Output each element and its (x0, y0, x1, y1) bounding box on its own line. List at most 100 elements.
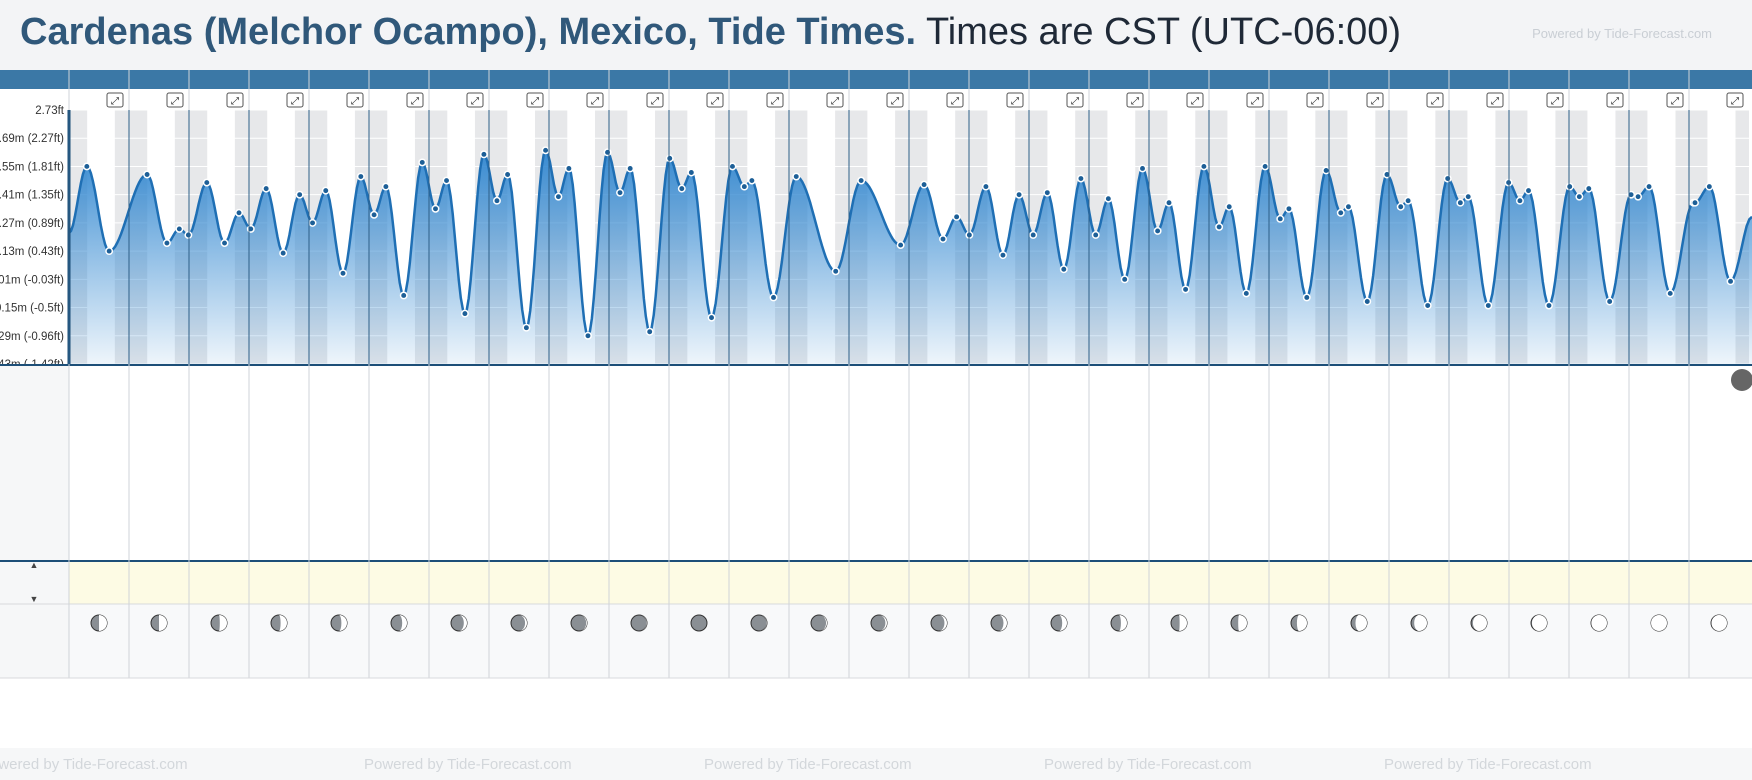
expand-day-button[interactable] (826, 92, 844, 108)
y-tick-label: 0.69m (2.27ft) (0, 133, 64, 145)
row-labels-bg (0, 366, 69, 678)
y-tick-label: 0.41m (1.35ft) (0, 190, 64, 202)
expand-day-button[interactable] (106, 92, 124, 108)
moon-lit-part (99, 615, 107, 631)
moon-lit-part (519, 615, 527, 631)
low-tide-point (896, 241, 905, 250)
low-tide-point (939, 235, 947, 243)
low-tide-point (279, 249, 288, 258)
moon-lit-part (219, 615, 227, 631)
footer-watermark: Powered by Tide-Forecast.com (1384, 756, 1592, 773)
high-tide-point (747, 176, 756, 185)
moon-lit-part (1414, 615, 1427, 631)
expand-day-button[interactable] (406, 92, 424, 108)
low-tide-point (554, 192, 563, 201)
expand-day-button[interactable] (1726, 92, 1744, 108)
expand-day-button[interactable] (1066, 92, 1084, 108)
low-tide-point (1059, 265, 1068, 274)
expand-icon: ⤢ (411, 96, 419, 107)
y-tick-label: -0.15m (-0.5ft) (0, 303, 64, 315)
expand-day-button[interactable] (1306, 92, 1324, 108)
low-tide-point (308, 218, 317, 227)
high-tide-point (1199, 162, 1208, 171)
high-tide-point (479, 150, 488, 159)
low-tide-point (1605, 297, 1614, 306)
expand-icon: ⤢ (1611, 96, 1619, 107)
high-tide-point (541, 146, 550, 155)
expand-icon: ⤢ (1491, 96, 1499, 107)
expand-day-button[interactable] (706, 92, 724, 108)
low-tide-point (1456, 198, 1465, 207)
expand-day-button[interactable] (1246, 92, 1264, 108)
high-tide-point (143, 170, 152, 179)
moon-lit-part (1296, 615, 1307, 631)
moon-lit-part (1059, 615, 1067, 631)
expand-day-button[interactable] (1426, 92, 1444, 108)
low-tide-point (105, 247, 114, 256)
high-tide-point (981, 182, 990, 191)
expand-day-button[interactable] (1006, 92, 1024, 108)
y-axis-bg (0, 110, 69, 364)
low-tide-point (584, 331, 592, 340)
high-tide-point (920, 180, 929, 189)
expand-day-button[interactable] (946, 92, 964, 108)
expand-day-button[interactable] (226, 92, 244, 108)
high-tide-point (1284, 204, 1293, 213)
high-tide-point (603, 148, 612, 157)
moon-phase-icon (690, 614, 708, 632)
sun-down-arrow: ▼ (30, 594, 39, 604)
scroll-handle[interactable] (1731, 369, 1752, 391)
moon-lit-part (339, 615, 347, 631)
expand-day-button[interactable] (1546, 92, 1564, 108)
high-tide-point (1225, 202, 1234, 211)
expand-day-button[interactable] (166, 92, 184, 108)
high-tide-point (952, 212, 961, 221)
expand-day-button[interactable] (466, 92, 484, 108)
expand-day-button[interactable] (1666, 92, 1684, 108)
expand-day-button[interactable] (586, 92, 604, 108)
expand-day-button[interactable] (526, 92, 544, 108)
expand-day-button[interactable] (766, 92, 784, 108)
powered-by-link[interactable]: Powered by Tide-Forecast.com (1532, 26, 1712, 41)
expand-icon: ⤢ (1311, 96, 1319, 107)
low-tide-point (1423, 301, 1432, 310)
title-bar: Cardenas (Melchor Ocampo), Mexico, Tide … (0, 0, 1752, 70)
y-tick-label: 0.13m (0.43ft) (0, 246, 64, 258)
high-tide-point (1584, 184, 1593, 193)
expand-day-button[interactable] (1486, 92, 1504, 108)
expand-day-button[interactable] (286, 92, 304, 108)
high-tide-point (665, 154, 674, 163)
expand-day-button[interactable] (1126, 92, 1144, 108)
low-tide-point (460, 309, 469, 318)
expand-day-button[interactable] (886, 92, 904, 108)
expand-icon: ⤢ (651, 96, 659, 107)
low-tide-point (184, 231, 193, 239)
high-tide-point (626, 164, 635, 173)
low-tide-point (707, 313, 716, 322)
expand-day-button[interactable] (1186, 92, 1204, 108)
expand-icon: ⤢ (831, 96, 839, 107)
low-tide-point (1666, 289, 1675, 298)
expand-day-button[interactable] (1366, 92, 1384, 108)
footer-watermark: Powered by Tide-Forecast.com (1044, 756, 1252, 773)
expand-day-button[interactable] (1606, 92, 1624, 108)
low-tide-point (370, 210, 379, 219)
low-tide-point (1575, 192, 1584, 201)
high-tide-point (1322, 166, 1331, 175)
expand-icon: ⤢ (471, 96, 479, 107)
expand-icon: ⤢ (231, 96, 239, 107)
expand-icon: ⤢ (1431, 96, 1439, 107)
low-tide-point (1336, 208, 1345, 217)
moon-lit-part (1651, 615, 1667, 631)
high-tide-point (1464, 192, 1473, 201)
moon-lit-part (939, 615, 947, 631)
expand-day-button[interactable] (346, 92, 364, 108)
moon-lit-part (1179, 615, 1187, 631)
expand-day-button[interactable] (646, 92, 664, 108)
high-tide-point (381, 182, 390, 191)
page-title-location: Cardenas (Melchor Ocampo), Mexico, Tide … (20, 11, 917, 53)
low-tide-point (1396, 202, 1405, 211)
y-tick-label: 0.55m (1.81ft) (0, 161, 64, 173)
moon-lit-part (279, 615, 287, 631)
high-tide-point (1404, 196, 1413, 205)
